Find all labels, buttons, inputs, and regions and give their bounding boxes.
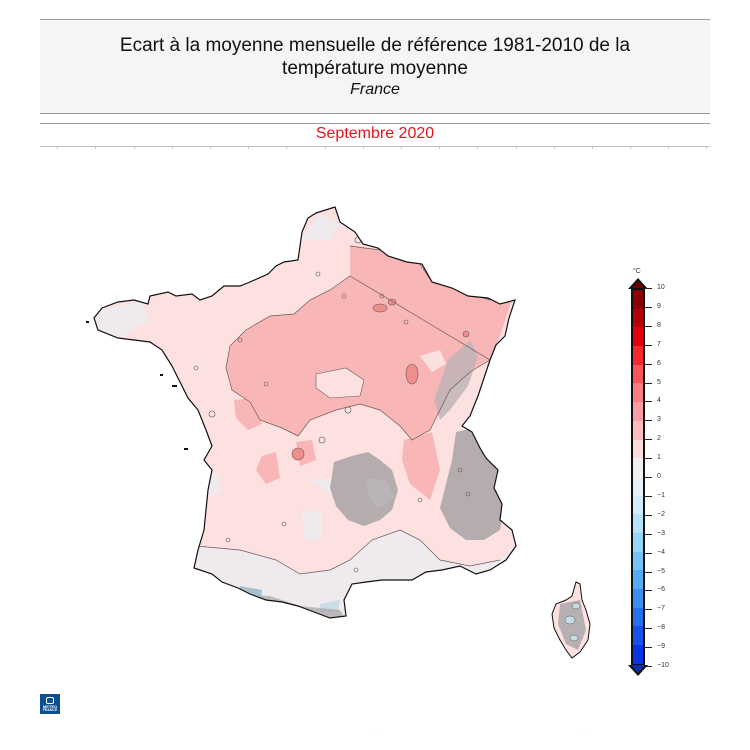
- period-label: Septembre 2020: [315, 125, 435, 142]
- colorbar-tick-label: −2: [657, 510, 665, 518]
- colorbar-tick: [645, 514, 652, 516]
- title-panel: Ecart à la moyenne mensuelle de référenc…: [40, 20, 710, 113]
- colorbar-tick: [645, 401, 652, 403]
- colorbar-tick-label: −8: [657, 624, 665, 632]
- colorbar-step: [633, 290, 643, 309]
- colorbar-tick: [645, 477, 652, 478]
- colorbar-tick-label: 3: [657, 416, 661, 424]
- mainland-fill: [94, 207, 516, 618]
- colorbar-step: [633, 589, 643, 608]
- colorbar-tick-label: 7: [657, 340, 661, 348]
- period-bottom-rule: [40, 146, 710, 147]
- colorbar-tick-label: −6: [657, 586, 665, 594]
- logo-text-2: FRANCE: [42, 708, 58, 712]
- colorbar-tick: [645, 363, 652, 365]
- colorbar-tick-label: −10: [657, 662, 669, 669]
- colorbar-tick: [645, 628, 652, 630]
- logo-glyph-icon: [46, 697, 54, 704]
- atlantic-islands: [86, 321, 188, 450]
- colorbar-tick: [645, 439, 652, 441]
- colorbar-step: [633, 495, 643, 515]
- colorbar-tick-label: −4: [657, 548, 665, 556]
- colorbar-step: [633, 327, 643, 347]
- header-top-rule: [40, 19, 710, 20]
- colorbar-tick-label: 1: [657, 454, 661, 462]
- colorbar-step: [633, 308, 643, 328]
- colorbar-tick: [645, 325, 652, 327]
- region-subtitle: France: [350, 81, 400, 98]
- colorbar-step: [633, 626, 643, 646]
- colorbar-tick-label: −5: [657, 567, 665, 575]
- colorbar-tick: [645, 495, 652, 497]
- header-bottom-rule: [40, 113, 710, 114]
- corsica-fill: [552, 582, 590, 658]
- logo-text-1: METEO: [42, 704, 58, 709]
- colorbar-tick-label: 5: [657, 378, 661, 386]
- colorbar-tick-label: −9: [657, 643, 665, 651]
- footer-note-left: ··· ·· ·: [375, 727, 383, 731]
- footer-note-right: ··· ·· ·: [578, 731, 586, 735]
- colorbar-step: [633, 551, 643, 571]
- colorbar-tick-label: 8: [657, 321, 661, 329]
- colorbar-tick: [645, 533, 652, 535]
- colorbar-tick-label: −1: [657, 491, 665, 499]
- colorbar-tick: [645, 344, 652, 346]
- period-rule-ticks: [40, 146, 710, 150]
- colorbar-tick: [645, 552, 652, 554]
- colorbar-tick-label: 2: [657, 435, 661, 443]
- colorbar-step: [633, 402, 643, 421]
- colorbar-tick: [645, 666, 652, 667]
- colorbar-max-arrow-fill: [631, 281, 645, 289]
- colorbar-tick: [645, 571, 652, 573]
- title-line-2: température moyenne: [282, 58, 468, 79]
- colorbar-step: [633, 458, 643, 477]
- colorbar-step: [633, 607, 643, 627]
- colorbar-step: [633, 532, 643, 552]
- colorbar-step: [633, 383, 643, 403]
- title-line-1: Ecart à la moyenne mensuelle de référenc…: [119, 35, 631, 56]
- meteo-france-logo: METEO FRANCE: [40, 694, 60, 714]
- colorbar-tick: [645, 458, 652, 460]
- colorbar-tick: [645, 420, 652, 422]
- colorbar-step: [633, 514, 643, 533]
- france-coastline: [93, 206, 517, 619]
- colorbar-step: [633, 346, 643, 365]
- colorbar-tick: [645, 647, 652, 649]
- colorbar-tick: [645, 382, 652, 384]
- colorbar-step: [633, 570, 643, 589]
- colorbar-unit: °C: [633, 268, 641, 275]
- colorbar-tick-label: 9: [657, 302, 661, 310]
- temperature-colorbar: [631, 288, 645, 666]
- colorbar-min-arrow-fill: [631, 665, 645, 673]
- colorbar-tick: [645, 590, 652, 592]
- colorbar-tick: [645, 609, 652, 611]
- colorbar-step: [633, 645, 643, 664]
- colorbar-tick-label: 6: [657, 359, 661, 367]
- colorbar-tick-label: 0: [657, 473, 661, 480]
- period-top-rule: [40, 123, 710, 124]
- colorbar-tick-label: −3: [657, 529, 665, 537]
- colorbar-step: [633, 476, 643, 496]
- colorbar-step: [633, 439, 643, 459]
- colorbar-tick-label: −7: [657, 605, 665, 613]
- corsica-coastline: [551, 581, 591, 659]
- colorbar-tick: [645, 288, 652, 289]
- colorbar-tick: [645, 306, 652, 308]
- colorbar-tick-label: 10: [657, 284, 665, 291]
- colorbar-tick-label: 4: [657, 397, 661, 405]
- colorbar-step: [633, 420, 643, 440]
- colorbar-step: [633, 364, 643, 384]
